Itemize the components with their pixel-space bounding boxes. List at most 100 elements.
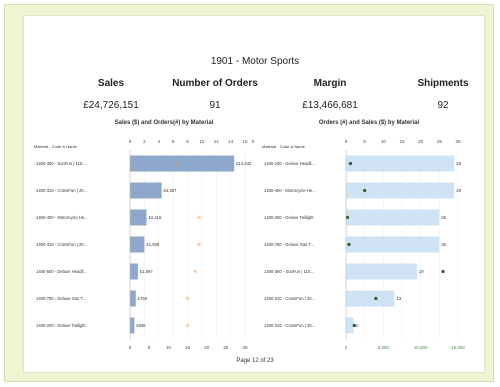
report-page: 1901 - Motor Sports Sales Number of Orde… [23, 15, 485, 373]
left-net-value-bar [130, 209, 147, 226]
left-net-value-bar [130, 236, 145, 253]
left-sales-orders-marker: ✳ [193, 269, 198, 276]
report-frame: 1901 - Motor Sports Sales Number of Orde… [4, 4, 494, 382]
left-top-tick-label: 14 [228, 139, 234, 144]
kpi-sales-label: Sales [97, 78, 125, 89]
right-sales-orders-label: 29 [456, 161, 461, 166]
right-bottom-tick-label: 10,000 [414, 345, 428, 350]
right-top-tick-label: 30 [455, 139, 461, 144]
left-category-header: Material - Code & Name [34, 144, 78, 149]
left-top-tick-label: 10 [199, 139, 205, 144]
right-category-label: 1400-315 - CrossFun | 20... [264, 323, 315, 328]
left-net-value-label: £2,415 [149, 215, 162, 220]
left-sales-orders-marker: ✳ [185, 323, 190, 330]
left-bottom-tick-label: 10 [166, 345, 172, 350]
right-sales-orders-label: 2 [355, 323, 358, 328]
right-sales-orders-label: 25 [441, 242, 446, 247]
left-net-value-bar [130, 263, 138, 280]
right-net-value-marker [441, 269, 445, 274]
left-bottom-tick-label: 30 [242, 345, 248, 350]
left-sales-orders-marker: ✳ [162, 188, 167, 195]
left-net-value-bar [130, 317, 135, 334]
right-category-header: Material - Code & Name [262, 144, 306, 149]
kpi-orders-label: Number of Orders [172, 78, 258, 89]
kpi-orders-value: 91 [209, 100, 221, 111]
right-bottom-tick-label: 0 [345, 345, 348, 350]
left-sales-orders-marker: ✳ [196, 215, 201, 222]
left-category-label: 1400-500 - Deluxe Headli... [36, 269, 87, 274]
left-sales-orders-marker: ✳ [185, 296, 190, 303]
left-net-value-label: £766 [138, 296, 148, 301]
kpi-shipments-value: 92 [437, 100, 449, 111]
right-category-label: 1400-200 - Deluxe Taillight [264, 215, 314, 220]
left-chart: Material - Code & Name 0 2 4 6 8 10 12 14 16 k 1400… [34, 139, 255, 350]
right-net-value-marker [374, 296, 378, 301]
right-top-tick-label: 15 [399, 139, 405, 144]
left-bottom-tick-label: 15 [185, 345, 191, 350]
right-sales-orders-bar [346, 317, 354, 334]
right-top-tick-label: 10 [381, 139, 387, 144]
right-sales-orders-bar [346, 263, 417, 280]
left-net-value-label: £596 [136, 323, 146, 328]
left-category-label: 1400-750 - Deluxe Gas T... [36, 296, 86, 301]
right-bottom-tick-label: 5,000 [378, 345, 390, 350]
left-top-tick-label: 12 [214, 139, 220, 144]
right-sales-orders-bar [346, 236, 440, 253]
left-top-axis-unit: k [252, 139, 255, 144]
left-net-value-bar [130, 182, 162, 199]
right-category-label: 1400-100 - Deluxe Headli... [264, 161, 315, 166]
left-chart-title: Sales ($) and Orders(#) by Material [114, 120, 214, 126]
right-sales-orders-bar [346, 182, 455, 199]
right-bottom-tick-label: 15,000 [451, 345, 465, 350]
left-bottom-tick-label: 25 [223, 345, 229, 350]
right-chart-title: Orders (#) and Sales ($) by Material [318, 120, 420, 126]
left-net-value-bar [130, 155, 235, 172]
right-top-tick-label: 20 [418, 139, 424, 144]
report-title: 1901 - Motor Sports [210, 56, 300, 67]
left-category-label: 1400-400 - Motorcycle He... [36, 215, 88, 220]
left-net-value-label: £4,357 [164, 188, 177, 193]
right-net-value-marker [352, 323, 356, 328]
left-top-tick-label: 2 [143, 139, 146, 144]
left-bottom-tick-label: 0 [129, 345, 132, 350]
left-top-tick-label: 0 [129, 139, 132, 144]
right-top-tick-label: 5 [363, 139, 366, 144]
right-sales-orders-label: 25 [441, 215, 446, 220]
kpi-margin-value: £13,466,681 [302, 100, 358, 111]
left-category-label: 1400-300 - SunFun | 110... [36, 161, 86, 166]
right-net-value-marker [347, 242, 351, 247]
left-top-tick-label: 6 [172, 139, 175, 144]
left-sales-orders-marker: ✳ [173, 161, 178, 168]
right-top-tick-label: 0 [345, 139, 348, 144]
right-net-value-marker [345, 215, 350, 220]
right-net-value-marker [363, 188, 367, 193]
right-sales-orders-label: 29 [456, 188, 461, 193]
right-net-value-marker [348, 161, 353, 166]
kpi-margin-label: Margin [313, 78, 347, 89]
left-net-value-label: £1,939 [146, 242, 159, 247]
kpi-shipments-label: Shipments [417, 78, 469, 89]
left-top-tick-label: 16 [242, 139, 248, 144]
right-category-label: 1400-400 - Motorcycle He... [264, 188, 316, 193]
left-category-label: 1400-310 - CrossFun | 20... [36, 188, 87, 193]
left-bottom-tick-label: 20 [204, 345, 210, 350]
left-net-value-bar [130, 290, 136, 307]
page-number: Page 12 of 23 [236, 358, 274, 364]
right-sales-orders-label: 13 [397, 296, 402, 301]
left-net-value-label: £14,532 [236, 161, 252, 166]
left-category-label: 1400-200 - Deluxe Taillight [36, 323, 86, 328]
right-sales-orders-bar [346, 290, 395, 307]
left-bottom-tick-label: 5 [148, 345, 151, 350]
right-sales-orders-bar [346, 209, 440, 226]
left-sales-orders-marker: ✳ [196, 242, 201, 249]
right-top-tick-label: 25 [437, 139, 443, 144]
left-category-label: 1400-315 - CrossFun | 20... [36, 242, 87, 247]
right-sales-orders-label: 19 [419, 269, 424, 274]
right-sales-orders-bar [346, 155, 455, 172]
left-top-tick-label: 4 [157, 139, 160, 144]
left-net-value-label: £1,097 [140, 269, 153, 274]
right-category-label: 1400-310 - CrossFun | 20... [264, 296, 315, 301]
kpi-sales-value: £24,726,151 [83, 100, 139, 111]
left-top-tick-label: 8 [186, 139, 189, 144]
